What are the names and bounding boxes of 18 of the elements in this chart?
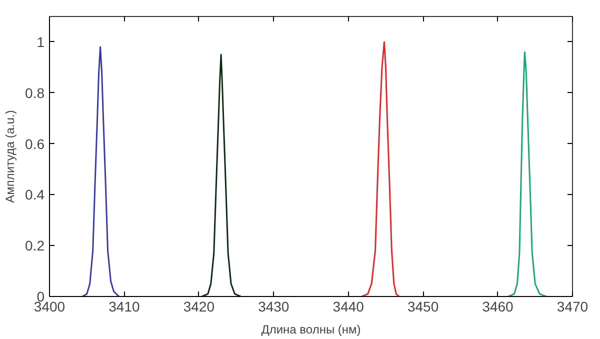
y-axis-title: Амплитуда (a.u.) [3, 110, 18, 203]
y-tick-label: 1 [36, 34, 45, 50]
line-series [361, 41, 400, 296]
x-tick-label: 3470 [556, 298, 588, 314]
x-tick-label: 3420 [183, 298, 215, 314]
y-tick-label: 0.6 [25, 136, 45, 152]
y-tick-label: 0.8 [25, 84, 45, 101]
x-tick-label: 3430 [258, 298, 290, 314]
x-tick-label: 3440 [332, 298, 364, 314]
line-series [201, 54, 242, 296]
x-tick-label: 3410 [108, 298, 140, 314]
y-tick-label: 0.4 [25, 186, 45, 203]
line-series [82, 46, 120, 296]
line-series [507, 51, 548, 296]
x-tick-label: 3450 [408, 298, 439, 314]
x-axis-title: Длина волны (нм) [261, 322, 361, 336]
x-tick-label: 3460 [482, 298, 514, 314]
y-tick-label: 0.2 [25, 238, 45, 254]
